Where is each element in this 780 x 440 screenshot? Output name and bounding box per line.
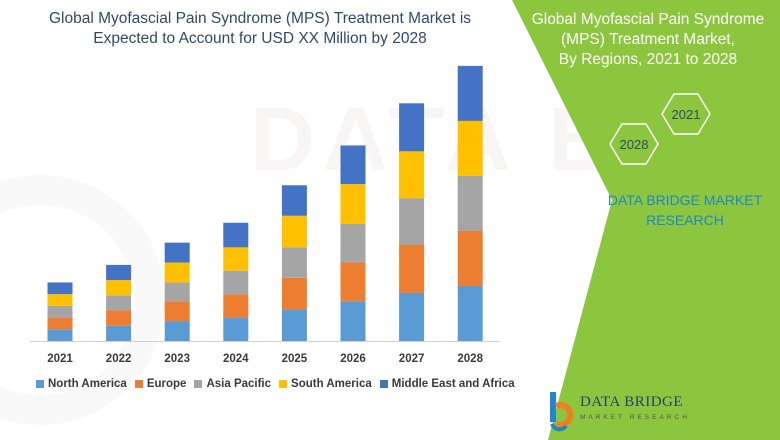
legend-item-south-america: South America <box>279 378 372 390</box>
legend-label: Asia Pacific <box>206 378 272 390</box>
right-title-line2: (MPS) Treatment Market, <box>561 31 735 48</box>
brand-text: DATA BRIDGE MARKET RESEARCH <box>590 190 780 230</box>
brand-line1: DATA BRIDGE MARKET <box>607 192 763 208</box>
x-tick-label-2027: 2027 <box>399 353 425 365</box>
bar-2022-south-america <box>106 280 132 296</box>
bar-2027-south-america <box>399 151 425 199</box>
right-title-line3: By Regions, 2021 to 2028 <box>558 51 738 68</box>
chart-title-line1: Global Myofascial Pain Syndrome (MPS) Tr… <box>48 10 472 27</box>
bar-2021-middle-east-and-africa <box>47 282 73 295</box>
bar-2023-north-america <box>164 321 190 341</box>
legend-swatch <box>134 380 143 388</box>
bar-2028-south-america <box>457 120 483 176</box>
bar-2022-north-america <box>106 325 132 341</box>
legend-swatch <box>279 380 288 388</box>
bar-2026-north-america <box>340 301 366 341</box>
brand-line2: RESEARCH <box>646 212 724 228</box>
bar-2024-north-america <box>223 317 249 341</box>
bar-2025-south-america <box>281 215 307 248</box>
x-tick-label-2028: 2028 <box>457 353 483 365</box>
legend-swatch <box>36 380 44 388</box>
x-tick-label-2022: 2022 <box>106 353 132 365</box>
bar-2024-south-america <box>223 247 249 271</box>
legend-item-middle-east-and-africa: Middle East and Africa <box>379 378 515 390</box>
bar-2024-europe <box>223 294 249 318</box>
bar-2028-middle-east-and-africa <box>457 65 483 121</box>
legend-swatch <box>194 380 203 388</box>
bar-2028-asia-pacific <box>457 175 483 231</box>
legend-label: North America <box>48 378 127 390</box>
legend-swatch <box>379 380 388 388</box>
legend-label: Middle East and Africa <box>391 378 515 390</box>
x-tick-label-2026: 2026 <box>340 353 366 365</box>
hex-2028-label: 2028 <box>620 137 649 152</box>
legend-label: Europe <box>146 378 187 390</box>
legend-label: South America <box>291 378 372 390</box>
bar-2025-north-america <box>281 309 307 341</box>
logo-mark-icon <box>550 392 574 432</box>
bar-2026-europe <box>340 262 366 302</box>
year-hexagons: 2021 2028 <box>609 93 711 165</box>
bar-2026-south-america <box>340 184 366 224</box>
bar-2021-north-america <box>47 329 73 341</box>
bar-2027-middle-east-and-africa <box>399 103 425 152</box>
bar-2025-europe <box>281 277 307 310</box>
bar-2025-middle-east-and-africa <box>281 185 307 216</box>
x-tick-label-2024: 2024 <box>223 353 249 365</box>
bar-2023-south-america <box>164 262 190 283</box>
bar-2023-europe <box>164 301 190 322</box>
hexagon-2021 <box>661 93 711 135</box>
bar-2027-europe <box>399 244 425 293</box>
bar-2022-asia-pacific <box>106 295 132 311</box>
x-tick-label-2021: 2021 <box>47 353 73 365</box>
legend-item-north-america: North America <box>36 378 127 390</box>
bar-2022-middle-east-and-africa <box>106 264 132 281</box>
chart-title-line2: Expected to Account for USD XX Million b… <box>93 30 427 47</box>
bar-2024-asia-pacific <box>223 270 249 295</box>
hex-2021-label: 2021 <box>672 107 701 122</box>
hexagon-2028 <box>609 123 659 165</box>
legend-item-europe: Europe <box>134 378 187 390</box>
bar-2027-asia-pacific <box>399 198 425 245</box>
bar-2021-south-america <box>47 294 73 306</box>
bar-2028-europe <box>457 230 483 286</box>
company-logo: DATA BRIDGE MARKET RESEARCH <box>544 390 724 434</box>
legend-item-asia-pacific: Asia Pacific <box>194 378 271 390</box>
bar-2025-asia-pacific <box>281 247 307 278</box>
logo-tagline: MARKET RESEARCH <box>580 414 690 421</box>
bar-2023-asia-pacific <box>164 282 190 302</box>
bar-2028-north-america <box>457 285 483 341</box>
right-panel-title: Global Myofascial Pain Syndrome (MPS) Tr… <box>528 10 768 70</box>
right-title-line1: Global Myofascial Pain Syndrome <box>531 11 765 28</box>
bar-2021-europe <box>47 317 73 330</box>
x-tick-label-2023: 2023 <box>164 353 190 365</box>
bar-2026-middle-east-and-africa <box>340 145 366 185</box>
bar-2023-middle-east-and-africa <box>164 242 190 263</box>
bar-2027-north-america <box>399 292 425 341</box>
logo-name: DATA BRIDGE <box>580 394 684 410</box>
bar-2026-asia-pacific <box>340 223 366 263</box>
bar-2024-middle-east-and-africa <box>223 222 249 248</box>
bar-2022-europe <box>106 310 132 326</box>
bar-2021-asia-pacific <box>47 305 73 318</box>
x-tick-label-2025: 2025 <box>282 353 308 365</box>
stacked-bar-chart: 2021 2022 2023 2024 2025 2026 2027 2028 <box>30 65 500 365</box>
chart-legend: North America Europe Asia Pacific South Ame… <box>36 376 515 392</box>
chart-title: Global Myofascial Pain Syndrome (MPS) Tr… <box>20 9 500 49</box>
